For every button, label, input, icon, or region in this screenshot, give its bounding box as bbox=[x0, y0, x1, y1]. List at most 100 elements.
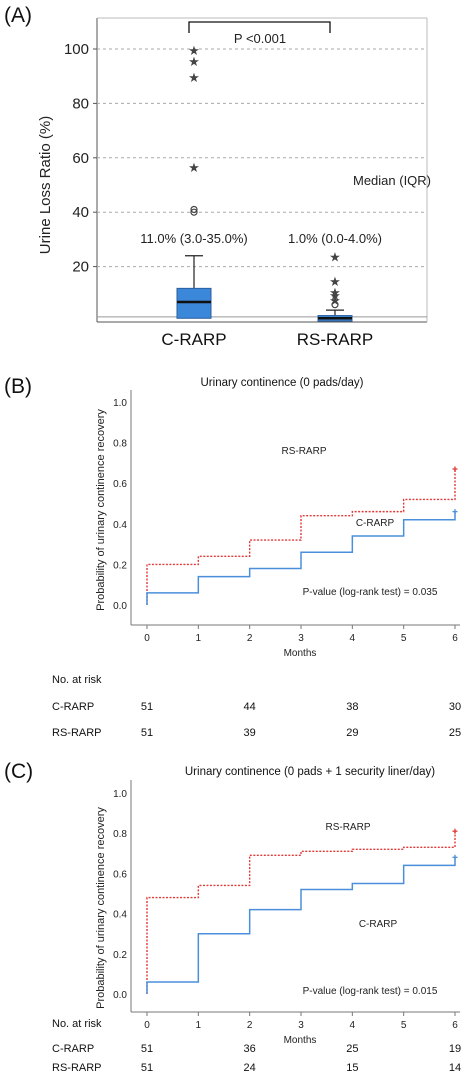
x-tick-label: 4 bbox=[350, 633, 356, 644]
risk-value: 51 bbox=[141, 1043, 153, 1055]
panel-a-outlier-c-rarp bbox=[190, 205, 198, 214]
panel-a-outlier-c-rarp bbox=[190, 208, 198, 216]
panel-a-extreme-rs-rarp: ★ bbox=[329, 274, 341, 289]
panel-a-summary-c-rarp: 11.0% (3.0-35.0%) bbox=[140, 231, 247, 246]
risk-value: 25 bbox=[346, 1043, 358, 1055]
x-tick-label: 5 bbox=[401, 1020, 407, 1031]
panel-c-y-label: Probability of urinary continence recove… bbox=[95, 807, 107, 1009]
x-tick-label: 0 bbox=[144, 633, 150, 644]
risk-value: 39 bbox=[244, 727, 256, 739]
panel-b-risk-heading: No. at risk bbox=[52, 674, 102, 686]
panel-a-summary-rs-rarp: 1.0% (0.0-4.0%) bbox=[288, 231, 382, 246]
panel-a-y-tick-label: 20 bbox=[72, 259, 89, 276]
panel-a-extreme-rs-rarp: ★ bbox=[329, 293, 341, 308]
risk-value: 25 bbox=[449, 727, 461, 739]
x-tick-label: 6 bbox=[452, 633, 458, 644]
x-tick-label: 1 bbox=[196, 1020, 202, 1031]
panel-b: (B) Urinary continence (0 pads/day) Prob… bbox=[4, 375, 461, 739]
panel-c-risk-row-label-c-rarp: C-RARP bbox=[52, 1043, 94, 1055]
y-tick-label: 0.6 bbox=[113, 869, 127, 880]
x-tick-label: 2 bbox=[247, 1020, 253, 1031]
panel-a-extreme-c-rarp: ★ bbox=[188, 43, 200, 58]
panel-a-category-c-rarp: C-RARP bbox=[161, 330, 226, 349]
panel-b-x-label: Months bbox=[284, 648, 317, 659]
panel-c-label-c-rarp: C-RARP bbox=[359, 919, 398, 930]
panel-a-extreme-c-rarp: ★ bbox=[188, 54, 200, 69]
panel-b-y-label: Probability of urinary continence recove… bbox=[95, 409, 107, 611]
panel-a-letter: (A) bbox=[4, 4, 32, 27]
panel-c-label-rs-rarp: RS-RARP bbox=[325, 822, 370, 833]
x-tick-label: 3 bbox=[298, 1020, 304, 1031]
x-tick-label: 4 bbox=[350, 1020, 356, 1031]
panel-c-p-value: P-value (log-rank test) = 0.015 bbox=[303, 986, 438, 997]
x-tick-label: 0 bbox=[144, 1020, 150, 1031]
risk-value: 14 bbox=[449, 1062, 461, 1074]
panel-a-significance-bracket bbox=[188, 21, 331, 33]
panel-a-y-tick-label: 40 bbox=[72, 204, 89, 221]
risk-value: 51 bbox=[141, 701, 153, 713]
risk-value: 38 bbox=[346, 701, 358, 713]
panel-b-p-value: P-value (log-rank test) = 0.035 bbox=[303, 587, 438, 598]
panel-a-extreme-rs-rarp: ★ bbox=[329, 250, 341, 265]
y-tick-label: 0.8 bbox=[113, 439, 127, 450]
panel-b-letter: (B) bbox=[4, 375, 32, 398]
panel-a-extreme-rs-rarp: ★ bbox=[329, 288, 341, 303]
y-tick-label: 0.4 bbox=[113, 910, 127, 921]
risk-value: 15 bbox=[346, 1062, 358, 1074]
y-tick-label: 0.8 bbox=[113, 829, 127, 840]
y-tick-label: 0.6 bbox=[113, 479, 127, 490]
panel-a-median-iqr-label: Median (IQR) bbox=[353, 173, 431, 188]
panel-c-risk-row-label-rs-rarp: RS-RARP bbox=[52, 1062, 102, 1074]
x-tick-label: 2 bbox=[247, 633, 253, 644]
panel-a-category-rs-rarp: RS-RARP bbox=[297, 330, 374, 349]
y-tick-label: 1.0 bbox=[113, 789, 127, 800]
panel-a-extreme-c-rarp: ★ bbox=[188, 160, 200, 175]
series-line-rs-rarp bbox=[146, 831, 456, 994]
panel-b-plot: 0.0 0.2 0.4 0.6 0.8 1.0 0 1 2 3 4 5 6 51 44 38 30 51 39 29 2… bbox=[113, 390, 461, 739]
x-tick-label: 6 bbox=[452, 1020, 458, 1031]
panel-c-x-label: Months bbox=[284, 1035, 317, 1046]
y-tick-label: 0.0 bbox=[113, 990, 127, 1001]
y-tick-label: 1.0 bbox=[113, 398, 127, 409]
x-tick-label: 5 bbox=[401, 633, 407, 644]
risk-value: 51 bbox=[141, 1062, 153, 1074]
panel-a-box-c-rarp bbox=[176, 287, 212, 319]
panel-a-outlier-rs-rarp bbox=[331, 301, 339, 309]
panel-c-plot: 0.0 0.2 0.4 0.6 0.8 1.0 0 1 2 3 4 5 6 51 36 25 19 51 24 15 1… bbox=[113, 780, 461, 1074]
series-line-c-rarp bbox=[146, 857, 456, 994]
y-tick-label: 0.0 bbox=[113, 601, 127, 612]
risk-value: 36 bbox=[244, 1043, 256, 1055]
panel-c-letter: (C) bbox=[4, 760, 33, 783]
y-tick-label: 0.2 bbox=[113, 950, 127, 961]
series-line-c-rarp bbox=[146, 511, 456, 605]
risk-value: 19 bbox=[449, 1043, 461, 1055]
panel-c: (C) Urinary continence (0 pads + 1 secur… bbox=[4, 760, 461, 1074]
risk-value: 24 bbox=[244, 1062, 256, 1074]
panel-c-risk-heading: No. at risk bbox=[52, 1018, 102, 1030]
panel-a-y-tick-label: 100 bbox=[64, 41, 89, 58]
panel-b-label-rs-rarp: RS-RARP bbox=[281, 446, 326, 457]
y-tick-label: 0.4 bbox=[113, 520, 127, 531]
panel-a-y-tick-label: 80 bbox=[72, 95, 89, 112]
panel-a-p-value: P <0.001 bbox=[234, 31, 286, 46]
risk-value: 44 bbox=[244, 701, 256, 713]
panel-a-extreme-c-rarp: ★ bbox=[188, 70, 200, 85]
panel-c-title: Urinary continence (0 pads + 1 security … bbox=[185, 766, 435, 778]
y-tick-label: 0.2 bbox=[113, 560, 127, 571]
risk-value: 51 bbox=[141, 727, 153, 739]
x-tick-label: 3 bbox=[298, 633, 304, 644]
panel-b-title: Urinary continence (0 pads/day) bbox=[201, 377, 364, 389]
panel-b-risk-row-label-c-rarp: C-RARP bbox=[52, 701, 94, 713]
panel-b-label-c-rarp: C-RARP bbox=[356, 518, 395, 529]
panel-a-y-label: Urine Loss Ratio (%) bbox=[37, 116, 54, 254]
panel-a-extreme-rs-rarp: ★ bbox=[329, 285, 341, 300]
panel-b-risk-row-label-rs-rarp: RS-RARP bbox=[52, 727, 102, 739]
risk-value: 30 bbox=[449, 701, 461, 713]
panel-a-y-tick-label: 60 bbox=[72, 150, 89, 167]
series-line-rs-rarp bbox=[146, 468, 456, 605]
x-tick-label: 1 bbox=[196, 633, 202, 644]
risk-value: 29 bbox=[346, 727, 358, 739]
